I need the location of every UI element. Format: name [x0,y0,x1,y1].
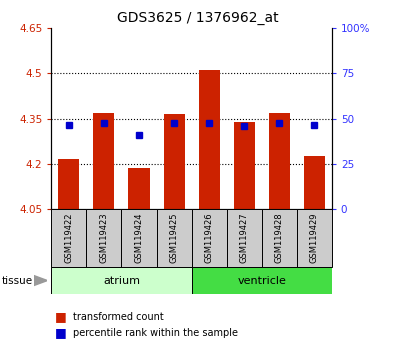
Bar [227,209,261,267]
Text: ■: ■ [55,310,67,323]
Bar [128,168,149,209]
Bar [87,209,122,267]
Bar [164,114,184,209]
Text: GSM119427: GSM119427 [240,213,249,263]
Text: GSM119423: GSM119423 [100,213,109,263]
Polygon shape [34,275,47,286]
Text: GSM119428: GSM119428 [275,213,284,263]
Text: GSM119429: GSM119429 [310,213,319,263]
Text: GDS3625 / 1376962_at: GDS3625 / 1376962_at [117,11,278,25]
Text: ventricle: ventricle [237,275,286,286]
Bar [297,209,332,267]
Bar [156,209,192,267]
Bar [192,267,332,294]
Text: percentile rank within the sample: percentile rank within the sample [73,328,238,338]
Bar [122,209,156,267]
Bar [269,113,290,209]
Bar [192,209,227,267]
Text: GSM119422: GSM119422 [64,213,73,263]
Text: tissue: tissue [2,275,33,286]
Bar [199,70,220,209]
Bar [51,267,192,294]
Bar [58,159,79,209]
Text: atrium: atrium [103,275,140,286]
Text: transformed count: transformed count [73,312,164,322]
Text: GSM119424: GSM119424 [134,213,143,263]
Text: GSM119425: GSM119425 [169,213,179,263]
Bar [304,156,325,209]
Bar [234,122,255,209]
Bar [51,209,87,267]
Bar [261,209,297,267]
Text: GSM119426: GSM119426 [205,213,214,263]
Text: ■: ■ [55,326,67,339]
Bar [93,113,115,209]
